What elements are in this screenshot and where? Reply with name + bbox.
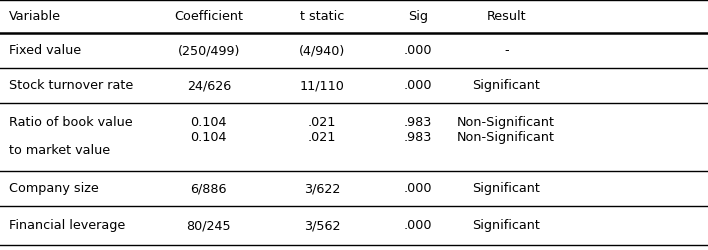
Text: .000: .000: [404, 44, 432, 57]
Text: Significant: Significant: [472, 79, 540, 92]
Text: Coefficient: Coefficient: [174, 10, 244, 23]
Text: .983: .983: [404, 131, 432, 144]
Text: (4/940): (4/940): [299, 44, 346, 57]
Text: t static: t static: [300, 10, 344, 23]
Text: Fixed value: Fixed value: [9, 44, 81, 57]
Text: (250/499): (250/499): [178, 44, 240, 57]
Text: Non-Significant: Non-Significant: [457, 131, 555, 144]
Text: 6/886: 6/886: [190, 182, 227, 195]
Text: .983: .983: [404, 116, 432, 129]
Text: 3/622: 3/622: [304, 182, 341, 195]
Text: 80/245: 80/245: [186, 219, 232, 232]
Text: .000: .000: [404, 182, 432, 195]
Text: 24/626: 24/626: [187, 79, 231, 92]
Text: to market value: to market value: [9, 144, 110, 157]
Text: -: -: [504, 44, 508, 57]
Text: Significant: Significant: [472, 219, 540, 232]
Text: Result: Result: [486, 10, 526, 23]
Text: Ratio of book value: Ratio of book value: [9, 116, 133, 129]
Text: .021: .021: [308, 131, 336, 144]
Text: .000: .000: [404, 79, 432, 92]
Text: Variable: Variable: [9, 10, 61, 23]
Text: 0.104: 0.104: [190, 131, 227, 144]
Text: Sig: Sig: [408, 10, 428, 23]
Text: Company size: Company size: [9, 182, 99, 195]
Text: Stock turnover rate: Stock turnover rate: [9, 79, 133, 92]
Text: 0.104: 0.104: [190, 116, 227, 129]
Text: Financial leverage: Financial leverage: [9, 219, 125, 232]
Text: .000: .000: [404, 219, 432, 232]
Text: 3/562: 3/562: [304, 219, 341, 232]
Text: Non-Significant: Non-Significant: [457, 116, 555, 129]
Text: 11/110: 11/110: [299, 79, 345, 92]
Text: .021: .021: [308, 116, 336, 129]
Text: Significant: Significant: [472, 182, 540, 195]
